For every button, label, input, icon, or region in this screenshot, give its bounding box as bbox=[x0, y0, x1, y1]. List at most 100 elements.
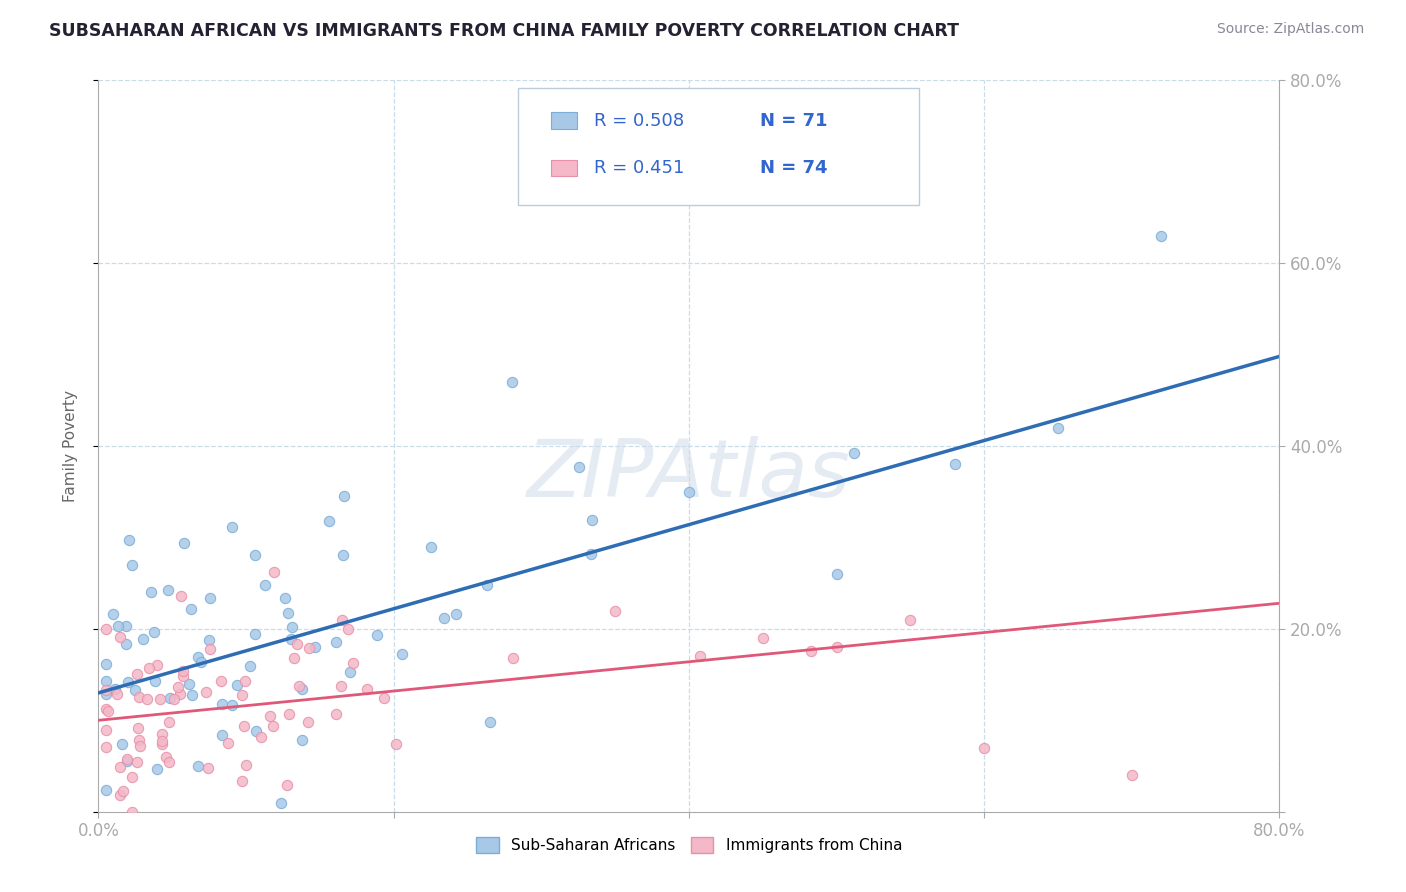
Point bbox=[444, 607, 467, 621]
Point bbox=[170, 589, 193, 603]
Point bbox=[173, 536, 195, 550]
Point bbox=[330, 679, 353, 693]
Point bbox=[420, 540, 443, 554]
Point bbox=[678, 484, 700, 499]
Point bbox=[233, 674, 256, 689]
Point bbox=[288, 679, 311, 693]
Point bbox=[221, 698, 243, 713]
Point bbox=[239, 659, 262, 673]
Point bbox=[243, 627, 266, 641]
Y-axis label: Family Poverty: Family Poverty bbox=[63, 390, 77, 502]
Point bbox=[1150, 228, 1173, 243]
Point bbox=[325, 706, 347, 721]
Point bbox=[318, 514, 340, 528]
Point bbox=[150, 727, 173, 741]
Point bbox=[211, 729, 233, 743]
Point bbox=[356, 681, 378, 696]
Point bbox=[502, 651, 524, 665]
Point bbox=[259, 708, 281, 723]
Point bbox=[211, 698, 233, 712]
Point bbox=[121, 558, 143, 573]
Point bbox=[226, 678, 249, 692]
Point bbox=[146, 658, 169, 673]
Point bbox=[567, 459, 589, 474]
FancyBboxPatch shape bbox=[517, 87, 920, 204]
Point bbox=[111, 737, 134, 751]
Point bbox=[167, 680, 190, 694]
Point bbox=[366, 627, 388, 641]
Point bbox=[179, 677, 201, 691]
Point bbox=[163, 691, 186, 706]
Point bbox=[125, 755, 148, 769]
Point bbox=[115, 752, 138, 766]
Legend: Sub-Saharan Africans, Immigrants from China: Sub-Saharan Africans, Immigrants from Ch… bbox=[470, 830, 908, 859]
Point bbox=[280, 620, 302, 634]
Point bbox=[194, 685, 217, 699]
Point bbox=[94, 739, 117, 754]
Point bbox=[143, 674, 166, 689]
Point bbox=[291, 681, 314, 696]
Point bbox=[277, 606, 299, 620]
Point bbox=[254, 578, 277, 592]
Point bbox=[581, 513, 603, 527]
Point bbox=[128, 733, 150, 747]
Point bbox=[211, 673, 233, 688]
Point bbox=[297, 715, 319, 730]
Point bbox=[1121, 768, 1143, 782]
Point bbox=[103, 607, 125, 622]
Point bbox=[150, 734, 173, 748]
Point bbox=[139, 585, 162, 599]
Point bbox=[263, 565, 285, 579]
Point bbox=[180, 602, 202, 616]
Point bbox=[159, 691, 181, 706]
Point bbox=[342, 656, 364, 670]
Point bbox=[285, 637, 308, 651]
FancyBboxPatch shape bbox=[551, 112, 576, 128]
Point bbox=[250, 730, 273, 744]
Point bbox=[270, 796, 292, 810]
Point bbox=[143, 624, 166, 639]
Point bbox=[94, 683, 117, 698]
Point bbox=[114, 618, 136, 632]
Point bbox=[900, 613, 922, 627]
Point bbox=[298, 641, 321, 656]
Point bbox=[115, 637, 138, 651]
Point bbox=[107, 619, 129, 633]
Point bbox=[752, 631, 775, 645]
Point bbox=[190, 655, 212, 669]
Point bbox=[842, 446, 865, 460]
Point bbox=[131, 632, 153, 647]
Point bbox=[245, 723, 267, 738]
Point bbox=[278, 707, 301, 722]
Point bbox=[121, 805, 143, 819]
Point bbox=[276, 778, 298, 792]
Point bbox=[231, 774, 253, 789]
Point bbox=[332, 489, 354, 503]
Text: R = 0.508: R = 0.508 bbox=[595, 112, 685, 129]
Point bbox=[129, 739, 152, 753]
Point bbox=[221, 519, 243, 533]
FancyBboxPatch shape bbox=[551, 160, 576, 176]
Point bbox=[336, 622, 359, 636]
Point bbox=[1046, 421, 1070, 435]
Point bbox=[117, 754, 139, 768]
Point bbox=[943, 457, 966, 471]
Point bbox=[217, 736, 239, 750]
Point bbox=[110, 760, 132, 774]
Point bbox=[433, 611, 456, 625]
Point bbox=[197, 632, 219, 647]
Point bbox=[157, 582, 180, 597]
Point bbox=[180, 689, 202, 703]
Point bbox=[118, 533, 141, 547]
Point bbox=[373, 691, 395, 706]
Point bbox=[581, 547, 603, 561]
Point bbox=[197, 761, 219, 775]
Point bbox=[108, 630, 131, 644]
Point bbox=[104, 681, 127, 696]
Point bbox=[94, 783, 117, 797]
Point bbox=[391, 647, 413, 661]
Point bbox=[150, 737, 173, 751]
Point bbox=[231, 689, 253, 703]
Point bbox=[304, 640, 326, 654]
Point bbox=[108, 789, 131, 803]
